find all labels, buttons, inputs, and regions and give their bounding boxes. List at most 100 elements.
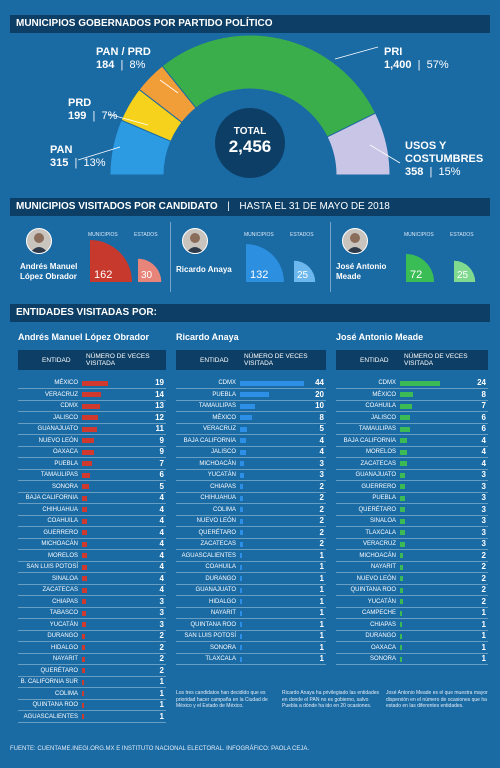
row-divider xyxy=(176,526,326,527)
table-row: NUEVO LEÓN 9 xyxy=(18,436,166,447)
row-divider xyxy=(336,388,488,389)
row-divider xyxy=(18,664,166,665)
row-entidad: MORELOS xyxy=(365,449,396,455)
row-bar xyxy=(82,702,84,708)
table-row: MICHOACÁN 4 xyxy=(18,539,166,550)
row-entidad: NAYARIT xyxy=(52,656,78,662)
row-bar xyxy=(82,449,95,455)
row-divider xyxy=(18,526,166,527)
table-row: PUEBLA 3 xyxy=(336,493,488,504)
row-value: 4 xyxy=(159,504,164,514)
col-estados-header: ESTADOS xyxy=(290,232,314,238)
row-bar xyxy=(82,656,85,662)
slice-pri xyxy=(161,35,377,138)
row-bar xyxy=(240,622,242,627)
row-value: 10 xyxy=(315,401,324,410)
row-value: 19 xyxy=(155,378,164,387)
row-divider xyxy=(176,514,326,516)
table-row: NAYARIT 1 xyxy=(176,608,326,619)
row-value: 6 xyxy=(159,470,164,479)
table-row: JALISCO 4 xyxy=(176,447,326,458)
row-value: 44 xyxy=(315,378,324,387)
row-value: 9 xyxy=(159,447,164,456)
row-divider xyxy=(18,721,166,723)
row-value: 11 xyxy=(155,424,164,433)
table-row: CHIHUAHUA 4 xyxy=(18,504,166,516)
row-entidad: OAXACA xyxy=(52,449,78,455)
row-divider xyxy=(336,606,488,608)
row-entidad: BAJA CALIFORNIA xyxy=(343,437,396,444)
row-divider xyxy=(176,422,326,424)
table-row: MÉXICO 19 xyxy=(18,378,166,389)
table-row: COAHUILA 4 xyxy=(18,516,166,527)
table-header: ENTIDAD NÚMERO DE VECES VISITADA xyxy=(18,350,166,370)
row-entidad: QUINTANA ROO xyxy=(190,621,236,628)
row-bar xyxy=(400,403,412,409)
row-bar xyxy=(82,392,102,397)
table-row: OAXACA 1 xyxy=(336,643,488,654)
row-entidad: AGUASCALIENTES xyxy=(181,552,236,559)
row-entidad: GUANAJUATO xyxy=(355,472,396,478)
table-row: CHIAPAS 3 xyxy=(18,597,166,608)
row-entidad: COAHUILA xyxy=(205,564,236,570)
table-row: CAMPECHE 1 xyxy=(336,608,488,619)
table-row: PUEBLA 7 xyxy=(18,459,166,470)
row-entidad: ZACATECAS xyxy=(360,460,396,467)
row-entidad: TAMAULIPAS xyxy=(40,472,78,478)
row-entidad: YUCATÁN xyxy=(49,621,78,628)
row-value: 13 xyxy=(155,401,164,410)
row-entidad: COAHUILA xyxy=(365,403,396,409)
row-value: 14 xyxy=(155,389,164,399)
row-entidad: GUERRERO xyxy=(361,483,396,490)
table-row: ZACATECAS 4 xyxy=(18,585,166,596)
table-row: ZACATECAS 2 xyxy=(176,539,326,550)
row-divider xyxy=(18,537,166,539)
row-value: 1 xyxy=(319,608,324,617)
row-divider xyxy=(18,710,166,711)
row-divider xyxy=(336,537,488,539)
row-entidad: SONORA xyxy=(209,644,236,651)
row-value: 4 xyxy=(159,527,164,537)
section2-title: MUNICIPIOS VISITADOS POR CANDIDATO xyxy=(16,201,218,212)
row-value: 1 xyxy=(319,619,324,629)
row-value: 1 xyxy=(159,688,164,698)
row-entidad: CHIAPAS xyxy=(370,621,396,628)
table-row: SONORA 1 xyxy=(176,643,326,654)
row-divider xyxy=(18,606,166,608)
row-entidad: CDMX xyxy=(218,380,236,386)
candidate-name: José Antonio Meade xyxy=(336,262,386,282)
row-divider xyxy=(18,468,166,470)
table-row: SAN LUIS POTOSÍ 4 xyxy=(18,562,166,573)
row-value: 4 xyxy=(159,585,164,594)
table-row: QUINTANA ROO 2 xyxy=(336,585,488,596)
leader-line xyxy=(77,146,121,161)
row-entidad: HIDALGO xyxy=(50,644,78,651)
row-entidad: MORELOS xyxy=(47,552,78,559)
label-usos-value: 358 xyxy=(405,166,424,178)
row-divider xyxy=(336,664,488,665)
row-divider xyxy=(176,445,326,447)
row-divider xyxy=(336,422,488,424)
total-label: TOTAL xyxy=(233,126,267,137)
row-value: 1 xyxy=(481,608,486,617)
table-header: ENTIDAD NÚMERO DE VECES VISITADA xyxy=(176,350,326,370)
header-entidad: ENTIDAD xyxy=(200,357,229,364)
table-row: SINALOA 3 xyxy=(336,516,488,527)
row-bar xyxy=(400,438,407,443)
candidate-quarter-circles: 162 30 xyxy=(90,240,162,282)
table-row: CDMX 24 xyxy=(336,378,488,389)
row-value: 4 xyxy=(481,435,486,445)
row-entidad: JALISCO xyxy=(370,414,396,421)
row-entidad: HIDALGO xyxy=(208,598,236,605)
row-divider xyxy=(176,618,326,619)
row-value: 2 xyxy=(319,504,324,514)
table-row: CDMX 44 xyxy=(176,378,326,389)
col-estados-header: ESTADOS xyxy=(134,232,158,238)
table-row: TAMAULIPAS 6 xyxy=(18,470,166,481)
municipios-value: 162 xyxy=(94,269,112,281)
row-value: 2 xyxy=(319,539,324,548)
table-row: CHIAPAS 1 xyxy=(336,620,488,631)
row-divider xyxy=(336,399,488,401)
candidate-name: Ricardo Anaya xyxy=(176,265,232,275)
table-row: TAMAULIPAS 6 xyxy=(336,424,488,435)
